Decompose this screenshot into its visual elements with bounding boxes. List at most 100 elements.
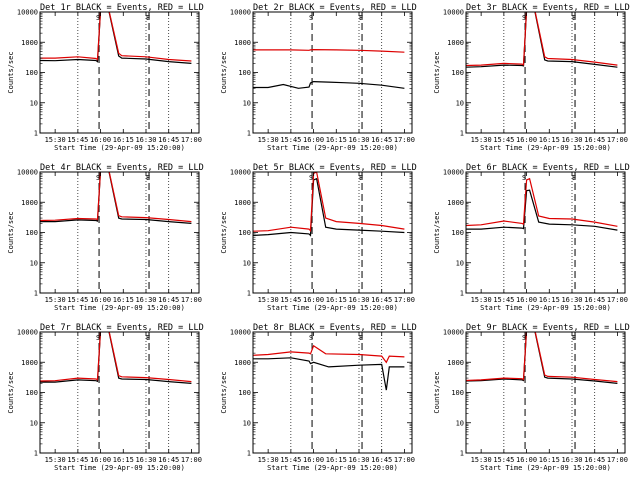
- marker-label-s: S: [309, 14, 313, 22]
- x-tick-label: 16:15: [539, 296, 560, 304]
- y-tick-label: 10: [30, 419, 38, 427]
- x-tick-label: 15:30: [258, 136, 279, 144]
- plot-frame: [252, 11, 413, 134]
- x-tick-label: 15:30: [45, 456, 66, 464]
- x-tick-label: 17:00: [181, 296, 202, 304]
- marker-label-e: E: [359, 14, 363, 22]
- y-tick-label: 10000: [17, 169, 38, 177]
- x-tick-label: 16:45: [584, 136, 605, 144]
- y-tick-label: 10000: [17, 9, 38, 17]
- x-tick-label: 16:15: [539, 456, 560, 464]
- x-tick-label: 16:15: [113, 296, 134, 304]
- y-tick-label: 10: [243, 259, 251, 267]
- x-tick-label: 15:30: [258, 456, 279, 464]
- chart-title: Det 3r BLACK = Events, RED = LLD: [466, 3, 630, 13]
- chart-panel-8: S E 15:30 15:45 16:00 16:15 16:30 16:45 17:00 1 10…: [220, 323, 417, 472]
- x-tick-label: 16:30: [348, 456, 369, 464]
- y-axis-label: Counts/sec: [7, 51, 15, 93]
- y-tick-label: 1000: [447, 359, 464, 367]
- y-tick-label: 1000: [21, 39, 38, 47]
- series-line-lld: [466, 177, 618, 227]
- x-tick-label: 17:00: [607, 136, 628, 144]
- y-axis-label: Counts/sec: [7, 211, 15, 253]
- y-tick-label: 100: [25, 229, 38, 237]
- series-line-lld: [40, 172, 192, 223]
- y-tick-label: 10000: [443, 9, 464, 17]
- y-tick-label: 1: [34, 130, 38, 138]
- plot-frame: [39, 11, 200, 134]
- y-tick-label: 1: [247, 450, 251, 458]
- marker-label-s: S: [522, 334, 526, 342]
- marker-label-e: E: [146, 174, 150, 182]
- x-tick-label: 16:45: [584, 456, 605, 464]
- chart-title: Det 5r BLACK = Events, RED = LLD: [253, 163, 417, 173]
- x-tick-label: 16:30: [135, 136, 156, 144]
- y-tick-label: 1: [247, 290, 251, 298]
- y-tick-label: 100: [451, 389, 464, 397]
- series-line-events: [40, 172, 192, 224]
- x-tick-label: 16:30: [561, 296, 582, 304]
- series-line-events: [466, 12, 618, 68]
- x-axis-label: Start Time (29-Apr-09 15:20:00): [267, 464, 398, 472]
- y-tick-label: 10000: [230, 169, 251, 177]
- marker-label-e: E: [359, 174, 363, 182]
- chart-title: Det 7r BLACK = Events, RED = LLD: [40, 323, 204, 333]
- y-tick-label: 1: [34, 450, 38, 458]
- y-tick-label: 10: [30, 259, 38, 267]
- y-tick-label: 10: [30, 99, 38, 107]
- x-tick-label: 15:45: [493, 456, 514, 464]
- y-tick-label: 1000: [447, 39, 464, 47]
- series-line-lld: [466, 12, 618, 67]
- x-tick-label: 16:00: [303, 136, 324, 144]
- marker-label-e: E: [146, 14, 150, 22]
- series-line-lld: [253, 344, 405, 364]
- chart-panel-7: S E 15:30 15:45 16:00 16:15 16:30 16:45 17:00 1 10…: [7, 323, 204, 472]
- x-tick-label: 15:30: [258, 296, 279, 304]
- x-axis-label: Start Time (29-Apr-09 15:20:00): [267, 304, 398, 312]
- x-tick-label: 15:45: [493, 296, 514, 304]
- x-tick-label: 16:00: [516, 296, 537, 304]
- x-tick-label: 16:15: [326, 136, 347, 144]
- chart-title: Det 6r BLACK = Events, RED = LLD: [466, 163, 630, 173]
- chart-title: Det 1r BLACK = Events, RED = LLD: [40, 3, 204, 13]
- x-tick-label: 16:15: [326, 456, 347, 464]
- marker-label-e: E: [572, 174, 576, 182]
- y-tick-label: 1: [34, 290, 38, 298]
- x-tick-label: 17:00: [181, 456, 202, 464]
- marker-label-e: E: [572, 14, 576, 22]
- y-tick-label: 10: [456, 259, 464, 267]
- x-tick-label: 15:45: [280, 136, 301, 144]
- marker-label-e: E: [359, 334, 363, 342]
- x-tick-label: 16:15: [113, 456, 134, 464]
- x-tick-label: 15:30: [45, 136, 66, 144]
- y-tick-label: 10: [243, 419, 251, 427]
- x-tick-label: 17:00: [394, 296, 415, 304]
- x-tick-label: 17:00: [394, 456, 415, 464]
- x-tick-label: 16:30: [348, 136, 369, 144]
- x-tick-label: 16:45: [158, 296, 179, 304]
- x-axis-label: Start Time (29-Apr-09 15:20:00): [480, 464, 611, 472]
- y-tick-label: 10000: [443, 329, 464, 337]
- x-tick-label: 15:30: [471, 136, 492, 144]
- x-axis-label: Start Time (29-Apr-09 15:20:00): [54, 144, 185, 152]
- chart-panel-9: S E 15:30 15:45 16:00 16:15 16:30 16:45 17:00 1 10…: [433, 323, 630, 472]
- x-axis-label: Start Time (29-Apr-09 15:20:00): [480, 304, 611, 312]
- x-tick-label: 16:30: [561, 456, 582, 464]
- series-line-events: [466, 189, 618, 231]
- y-tick-label: 10: [243, 99, 251, 107]
- series-line-events: [253, 357, 405, 391]
- y-tick-label: 10000: [443, 169, 464, 177]
- x-tick-label: 16:45: [371, 296, 392, 304]
- y-tick-label: 100: [238, 229, 251, 237]
- series-line-events: [40, 332, 192, 384]
- marker-label-s: S: [309, 334, 313, 342]
- series-line-lld: [253, 48, 405, 53]
- x-axis-label: Start Time (29-Apr-09 15:20:00): [54, 304, 185, 312]
- y-tick-label: 1000: [21, 359, 38, 367]
- x-axis-label: Start Time (29-Apr-09 15:20:00): [54, 464, 185, 472]
- y-tick-label: 100: [451, 69, 464, 77]
- x-tick-label: 16:15: [326, 296, 347, 304]
- series-line-lld: [40, 12, 192, 62]
- x-tick-label: 15:30: [45, 296, 66, 304]
- plot-frame: [252, 331, 413, 454]
